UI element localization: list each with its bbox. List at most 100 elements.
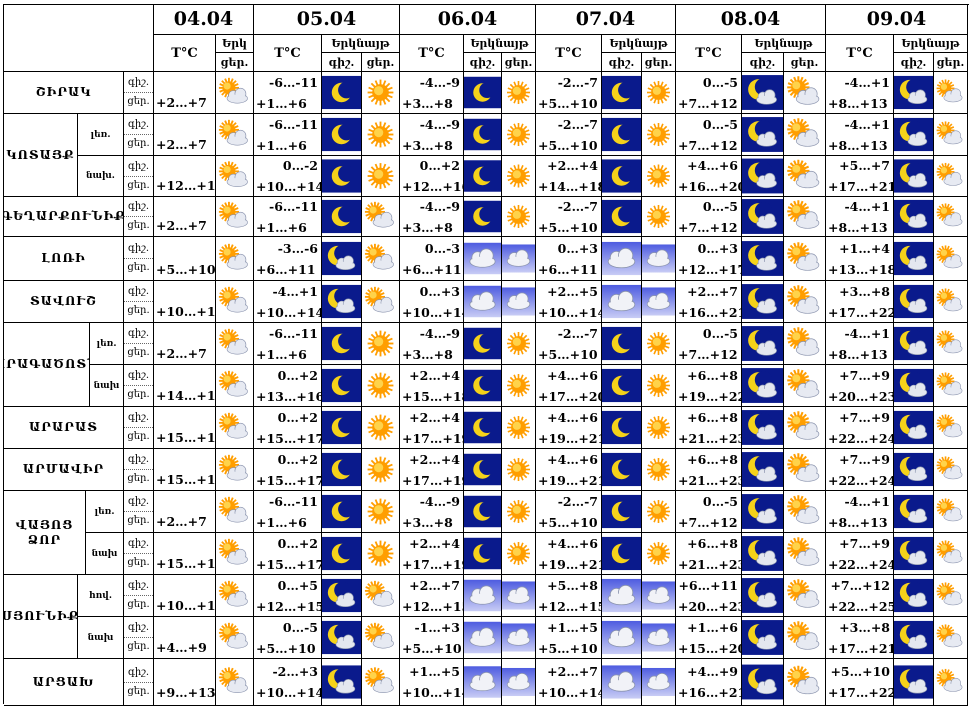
- night-label: գիշ.: [124, 325, 153, 344]
- day-temp: +3…+8: [402, 514, 453, 530]
- cloud-icon: [464, 575, 502, 617]
- moon-icon: [602, 156, 642, 197]
- date-header: 06.04: [400, 4, 536, 35]
- sun-cloud-icon: [216, 114, 254, 156]
- day-temp: +22…+25: [828, 598, 894, 614]
- night-temp: -4…-9: [419, 493, 460, 509]
- sun-cloud-icon: [362, 237, 400, 281]
- day-temp: +5…+10: [538, 95, 598, 111]
- day-temp: +7…+12: [678, 514, 738, 530]
- day-label: ցեր.: [127, 515, 150, 526]
- moon-icon: [464, 72, 502, 114]
- day-temp: +6…+11: [256, 261, 316, 277]
- sun-cloud-icon: [216, 281, 254, 323]
- day-temp: +2…+7: [156, 346, 207, 361]
- night-temp: 0…-5: [702, 325, 738, 341]
- sun-icon: [502, 407, 536, 449]
- moon-cloud-icon: [894, 237, 934, 281]
- temperature-range: +2…+7 +12…+15: [400, 575, 464, 617]
- temperature-range: +2…+7 +16…+21: [676, 281, 742, 323]
- night-temp: 0…-5: [702, 493, 738, 509]
- sun-icon: [362, 491, 400, 533]
- night-label: գիշ.: [124, 535, 153, 554]
- cloud-header: Երկնայթ: [602, 35, 676, 53]
- temperature-range: +6…+8 +21…+23: [676, 449, 742, 491]
- night-temp: 0…-5: [702, 74, 738, 90]
- sun-cloud-icon: [784, 281, 826, 323]
- day-temp: +15…+18: [156, 430, 216, 445]
- temperature-range: +4…+9: [154, 617, 216, 659]
- day-temp: +7…+12: [678, 137, 738, 153]
- temperature-range: +5…+10: [154, 237, 216, 281]
- night-temp: [154, 281, 215, 301]
- sun-cloud-icon: [934, 575, 968, 617]
- night-label: գիշ.: [124, 367, 153, 386]
- temperature-range: +2…+4 +17…+19: [400, 533, 464, 575]
- night-temp: +1…+4: [839, 240, 890, 256]
- cloud-icon: [602, 575, 642, 617]
- moon-icon: [322, 407, 362, 449]
- day-temp: +15…+17: [256, 472, 322, 488]
- night-temp: +6…+8: [687, 409, 738, 425]
- day-header: ցեր.: [502, 53, 536, 72]
- sun-cloud-icon: [934, 281, 968, 323]
- sun-cloud-icon: [216, 197, 254, 237]
- date-header: 09.04: [826, 4, 968, 35]
- moon-icon: [322, 156, 362, 197]
- day-temp: +9…+13: [156, 685, 216, 700]
- cloud-icon: [464, 659, 502, 706]
- sun-cloud-icon: [216, 365, 254, 407]
- period-labels: գիշ. ցեր.: [124, 449, 154, 491]
- moon-icon: [322, 323, 362, 365]
- day-temp: +12…+15: [156, 178, 216, 193]
- night-temp: [154, 114, 215, 134]
- day-temp: +5…+10: [538, 137, 598, 153]
- night-temp: +7…+12: [830, 577, 890, 593]
- date-header: 07.04: [536, 4, 676, 35]
- sun-cloud-icon: [934, 156, 968, 197]
- temperature-range: 0…+2 +12…+16: [400, 156, 464, 197]
- night-temp: +3…+8: [839, 283, 890, 299]
- sun-icon: [502, 197, 536, 237]
- day-temp: +21…+23: [678, 472, 742, 488]
- temperature-range: +15…+18: [154, 533, 216, 575]
- day-temp: +16…+21: [678, 685, 742, 700]
- temperature-range: 0…-2 +10…+14: [254, 156, 322, 197]
- day-temp: +7…+12: [678, 346, 738, 362]
- sun-icon: [642, 72, 676, 114]
- moon-cloud-icon: [894, 617, 934, 659]
- day-label: ցեր.: [127, 641, 150, 652]
- night-temp: -4…+1: [272, 283, 318, 299]
- night-label: գիշ.: [124, 577, 153, 596]
- temperature-range: -2…-7 +5…+10: [536, 491, 602, 533]
- temperature-range: -6…-11 +1…+6: [254, 114, 322, 156]
- night-temp: -4…+1: [844, 74, 890, 90]
- day-temp: +5…+10: [538, 514, 598, 530]
- sun-icon: [502, 533, 536, 575]
- temperature-range: 0…-3 +6…+11: [400, 237, 464, 281]
- night-temp: [154, 449, 215, 469]
- sun-icon: [502, 449, 536, 491]
- temperature-range: 0…-5 +7…+12: [676, 491, 742, 533]
- sun-cloud-icon: [784, 197, 826, 237]
- temperature-range: +2…+7 +10…+14: [536, 659, 602, 706]
- night-temp: +2…+4: [409, 409, 460, 425]
- temperature-range: +1…+6 +15…+20: [676, 617, 742, 659]
- day-temp: +16…+21: [678, 304, 742, 320]
- temperature-range: +6…+8 +19…+22: [676, 365, 742, 407]
- temperature-range: +5…+8 +12…+15: [536, 575, 602, 617]
- temperature-range: 0…+3 +6…+11: [536, 237, 602, 281]
- temperature-range: -4…-9 +3…+8: [400, 197, 464, 237]
- sun-cloud-icon: [934, 659, 968, 706]
- moon-cloud-icon: [742, 617, 784, 659]
- temperature-range: +4…+9 +16…+21: [676, 659, 742, 706]
- temperature-range: -4…+1 +8…+13: [826, 491, 894, 533]
- night-temp: [154, 617, 215, 637]
- night-temp: 0…+2: [277, 409, 318, 425]
- day-temp: +8…+13: [828, 95, 888, 111]
- temperature-range: +3…+8 +17…+22: [826, 281, 894, 323]
- sun-icon: [502, 114, 536, 156]
- day-temp: +17…+22: [828, 685, 894, 700]
- sun-cloud-icon: [784, 617, 826, 659]
- day-temp: +19…+22: [678, 388, 742, 404]
